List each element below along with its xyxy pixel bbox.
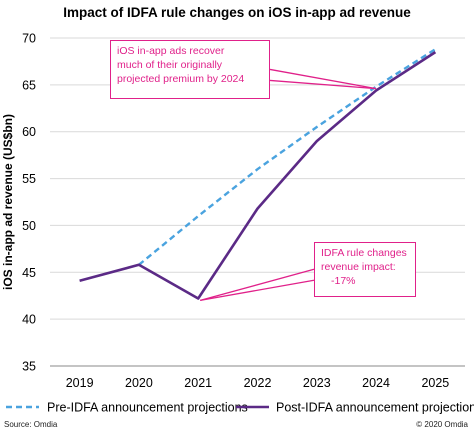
annotation-leader bbox=[269, 79, 377, 90]
y-tick-label: 70 bbox=[22, 32, 36, 46]
x-tick-label: 2025 bbox=[421, 376, 449, 390]
annotation-leader-layer bbox=[200, 68, 377, 302]
x-tick-label: 2022 bbox=[244, 376, 272, 390]
annotation-text: much of their originally bbox=[117, 59, 223, 72]
y-tick-label: 50 bbox=[22, 219, 36, 233]
y-tick-label: 55 bbox=[22, 172, 36, 186]
legend-label: Post-IDFA announcement projections bbox=[276, 401, 474, 415]
chart-title: Impact of IDFA rule changes on iOS in-ap… bbox=[63, 5, 411, 20]
annotation-text: -17% bbox=[331, 275, 356, 288]
annotation-text: IDFA rule changes bbox=[321, 247, 407, 259]
series-line-pre-idfa bbox=[138, 48, 437, 266]
y-tick-label: 60 bbox=[22, 125, 36, 139]
annotation-text: iOS in-app ads recover bbox=[117, 45, 225, 57]
y-tick-label: 40 bbox=[22, 313, 36, 327]
copyright-note: © 2020 Omdia bbox=[416, 420, 468, 429]
series-line-post-idfa bbox=[79, 51, 437, 300]
annotation-text: revenue impact: bbox=[321, 261, 396, 274]
x-tick-label: 2023 bbox=[303, 376, 331, 390]
source-note: Source: Omdia bbox=[4, 420, 58, 429]
x-tick-label: 2024 bbox=[362, 376, 390, 390]
y-tick-label: 35 bbox=[22, 360, 36, 374]
annotation-leader bbox=[269, 68, 377, 90]
series-layer bbox=[79, 48, 437, 300]
annotation-text: projected premium by 2024 bbox=[117, 73, 245, 86]
y-tick-label: 65 bbox=[22, 78, 36, 92]
x-tick-label: 2021 bbox=[184, 376, 212, 390]
y-axis-label: iOS in-app ad revenue (US$bn) bbox=[1, 114, 15, 290]
annotation-box: IDFA rule changes revenue impact: -17% bbox=[314, 242, 416, 297]
annotation-box: iOS in-app ads recover much of their orig… bbox=[110, 40, 270, 99]
axis-text-layer: Impact of IDFA rule changes on iOS in-ap… bbox=[1, 5, 449, 390]
legend-label: Pre-IDFA announcement projections bbox=[47, 401, 248, 415]
annotation-leader bbox=[200, 268, 315, 302]
x-tick-label: 2020 bbox=[125, 376, 153, 390]
x-tick-label: 2019 bbox=[66, 376, 94, 390]
y-tick-label: 45 bbox=[22, 266, 36, 280]
annotation-leader bbox=[200, 279, 315, 302]
legend: Pre-IDFA announcement projections Post-ID… bbox=[6, 401, 474, 415]
